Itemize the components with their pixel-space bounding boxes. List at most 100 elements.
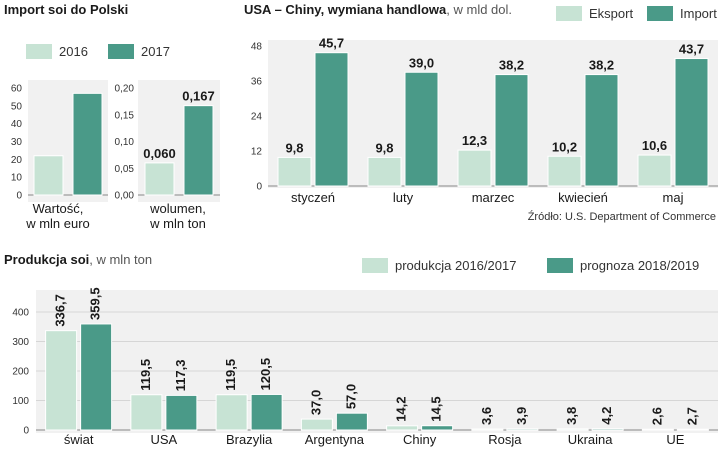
import-wolumen-tick-label: 0,05 [115, 164, 135, 175]
produkcja-chart: Produkcja soi, w mln ton produkcja 2016/… [4, 252, 718, 447]
produkcja-bar-b [165, 394, 198, 431]
produkcja-bar-a [386, 425, 419, 431]
produkcja-value-label: 57,0 [343, 384, 358, 409]
usa-plot: 0 12 24 36 48 9,8 45,7 styczeń 9,8 39,0 luty 12,3 38… [251, 36, 718, 205]
import-wartosc-plot: 0 10 20 30 40 50 60 [11, 84, 108, 202]
produkcja-category-label: Chiny [403, 432, 437, 447]
usa-value-label: 38,2 [499, 58, 524, 73]
produkcja-legend-swatch-2018 [547, 258, 573, 273]
produkcja-value-label: 336,7 [53, 294, 68, 327]
usa-legend-import: Import [680, 6, 717, 21]
import-wartosc-tick-label: 0 [16, 191, 22, 202]
usa-tick-label: 0 [256, 182, 262, 193]
produkcja-bar-b [335, 412, 368, 431]
import-legend-swatch-2016 [26, 44, 52, 59]
usa-tick-label: 48 [251, 42, 263, 53]
import-wolumen-bar-a [144, 162, 175, 196]
produkcja-value-label: 120,5 [258, 358, 273, 391]
import-wolumen-tick-label: 0,10 [115, 137, 135, 148]
produkcja-value-label: 359,5 [88, 287, 103, 320]
usa-value-label: 45,7 [319, 36, 344, 51]
produkcja-bar-b [80, 323, 113, 431]
produkcja-bar-a [300, 418, 333, 431]
produkcja-value-label: 3,8 [564, 407, 579, 425]
produkcja-value-label: 3,9 [514, 407, 529, 425]
produkcja-tick-label: 400 [12, 308, 29, 319]
usa-value-label: 9,8 [285, 140, 303, 155]
produkcja-bar-b [676, 428, 709, 431]
produkcja-bar-a [641, 428, 674, 431]
usa-bar-a [457, 149, 492, 187]
import-wolumen-bar-b [183, 105, 214, 196]
produkcja-bar-a [471, 428, 504, 431]
produkcja-tick-label: 200 [12, 367, 29, 378]
usa-value-label: 43,7 [679, 42, 704, 57]
produkcja-legend-2018: prognoza 2018/2019 [580, 258, 699, 273]
produkcja-bar-a [556, 428, 589, 431]
usa-bar-b [584, 74, 619, 187]
produkcja-value-label: 3,6 [479, 407, 494, 425]
import-wolumen-tick-label: 0,15 [115, 110, 135, 121]
usa-tick-label: 12 [251, 147, 263, 158]
produkcja-bar-a [45, 330, 78, 431]
produkcja-value-label: 14,2 [394, 396, 409, 421]
usa-legend-eksport: Eksport [589, 6, 633, 21]
produkcja-bar-b [506, 428, 539, 431]
produkcja-category-label: Brazylia [226, 432, 273, 447]
import-wartosc-tick-label: 60 [11, 84, 23, 95]
import-wartosc-tick-label: 20 [11, 155, 23, 166]
usa-title: USA – Chiny, wymiana handlowa, w mld dol… [244, 2, 512, 17]
import-wartosc-tick-label: 40 [11, 119, 23, 130]
produkcja-tick-label: 100 [12, 396, 29, 407]
import-wolumen-label-line1: wolumen, [149, 201, 206, 216]
import-wartosc-bar-a [33, 155, 64, 196]
produkcja-value-label: 2,7 [684, 407, 699, 425]
produkcja-title: Produkcja soi, w mln ton [4, 252, 152, 267]
usa-bar-a [277, 156, 312, 187]
usa-category-label: marzec [472, 190, 515, 205]
produkcja-tick-label: 0 [23, 426, 29, 437]
produkcja-value-label: 117,3 [173, 360, 188, 392]
produkcja-value-label: 2,6 [649, 407, 664, 425]
produkcja-value-label: 4,2 [599, 407, 614, 425]
produkcja-value-label: 119,5 [138, 359, 153, 391]
produkcja-category-label: Rosja [488, 432, 522, 447]
produkcja-bar-b [591, 428, 624, 431]
usa-category-label: kwiecień [558, 190, 608, 205]
usa-value-label: 12,3 [462, 133, 487, 148]
usa-chart: USA – Chiny, wymiana handlowa, w mld dol… [244, 2, 718, 223]
import-wartosc-tick-label: 30 [11, 137, 23, 148]
usa-bar-b [494, 74, 529, 187]
produkcja-legend-2016: produkcja 2016/2017 [395, 258, 516, 273]
usa-bar-b [404, 71, 439, 187]
usa-bar-a [547, 155, 582, 187]
import-wolumen-plot: 0,00 0,05 0,10 0,15 0,20 0,060 0,167 [115, 84, 220, 202]
produkcja-plot: 0 100 200 300 400 336,7 359,5 świat 119,5 117,3 US… [12, 287, 718, 447]
produkcja-bar-a [215, 394, 248, 431]
usa-legend-swatch-eksport [556, 6, 582, 21]
produkcja-bar-b [250, 393, 283, 431]
produkcja-bar-a [130, 394, 163, 431]
import-wartosc-tick-label: 50 [11, 101, 23, 112]
import-legend-swatch-2017 [108, 44, 134, 59]
usa-value-label: 10,6 [642, 138, 667, 153]
usa-bar-b [674, 58, 709, 187]
usa-bar-b [314, 52, 349, 187]
usa-bar-a [367, 156, 402, 187]
import-chart: Import soi do Polski 2016 2017 0 10 20 30 40… [4, 2, 220, 231]
produkcja-category-label: USA [151, 432, 178, 447]
import-wartosc-bar-b [72, 92, 103, 196]
usa-tick-label: 24 [251, 112, 263, 123]
usa-category-label: styczeń [291, 190, 335, 205]
import-wartosc-tick-label: 10 [11, 173, 23, 184]
import-wartosc-label-line1: Wartość, [33, 201, 84, 216]
produkcja-value-label: 14,5 [429, 396, 444, 421]
import-wolumen-tick-label: 0,20 [115, 84, 135, 95]
import-title: Import soi do Polski [4, 2, 128, 17]
produkcja-tick-label: 300 [12, 337, 29, 348]
produkcja-bar-b [421, 425, 454, 431]
produkcja-category-label: Argentyna [305, 432, 365, 447]
produkcja-value-label: 37,0 [308, 390, 323, 415]
import-legend-2017: 2017 [141, 44, 170, 59]
